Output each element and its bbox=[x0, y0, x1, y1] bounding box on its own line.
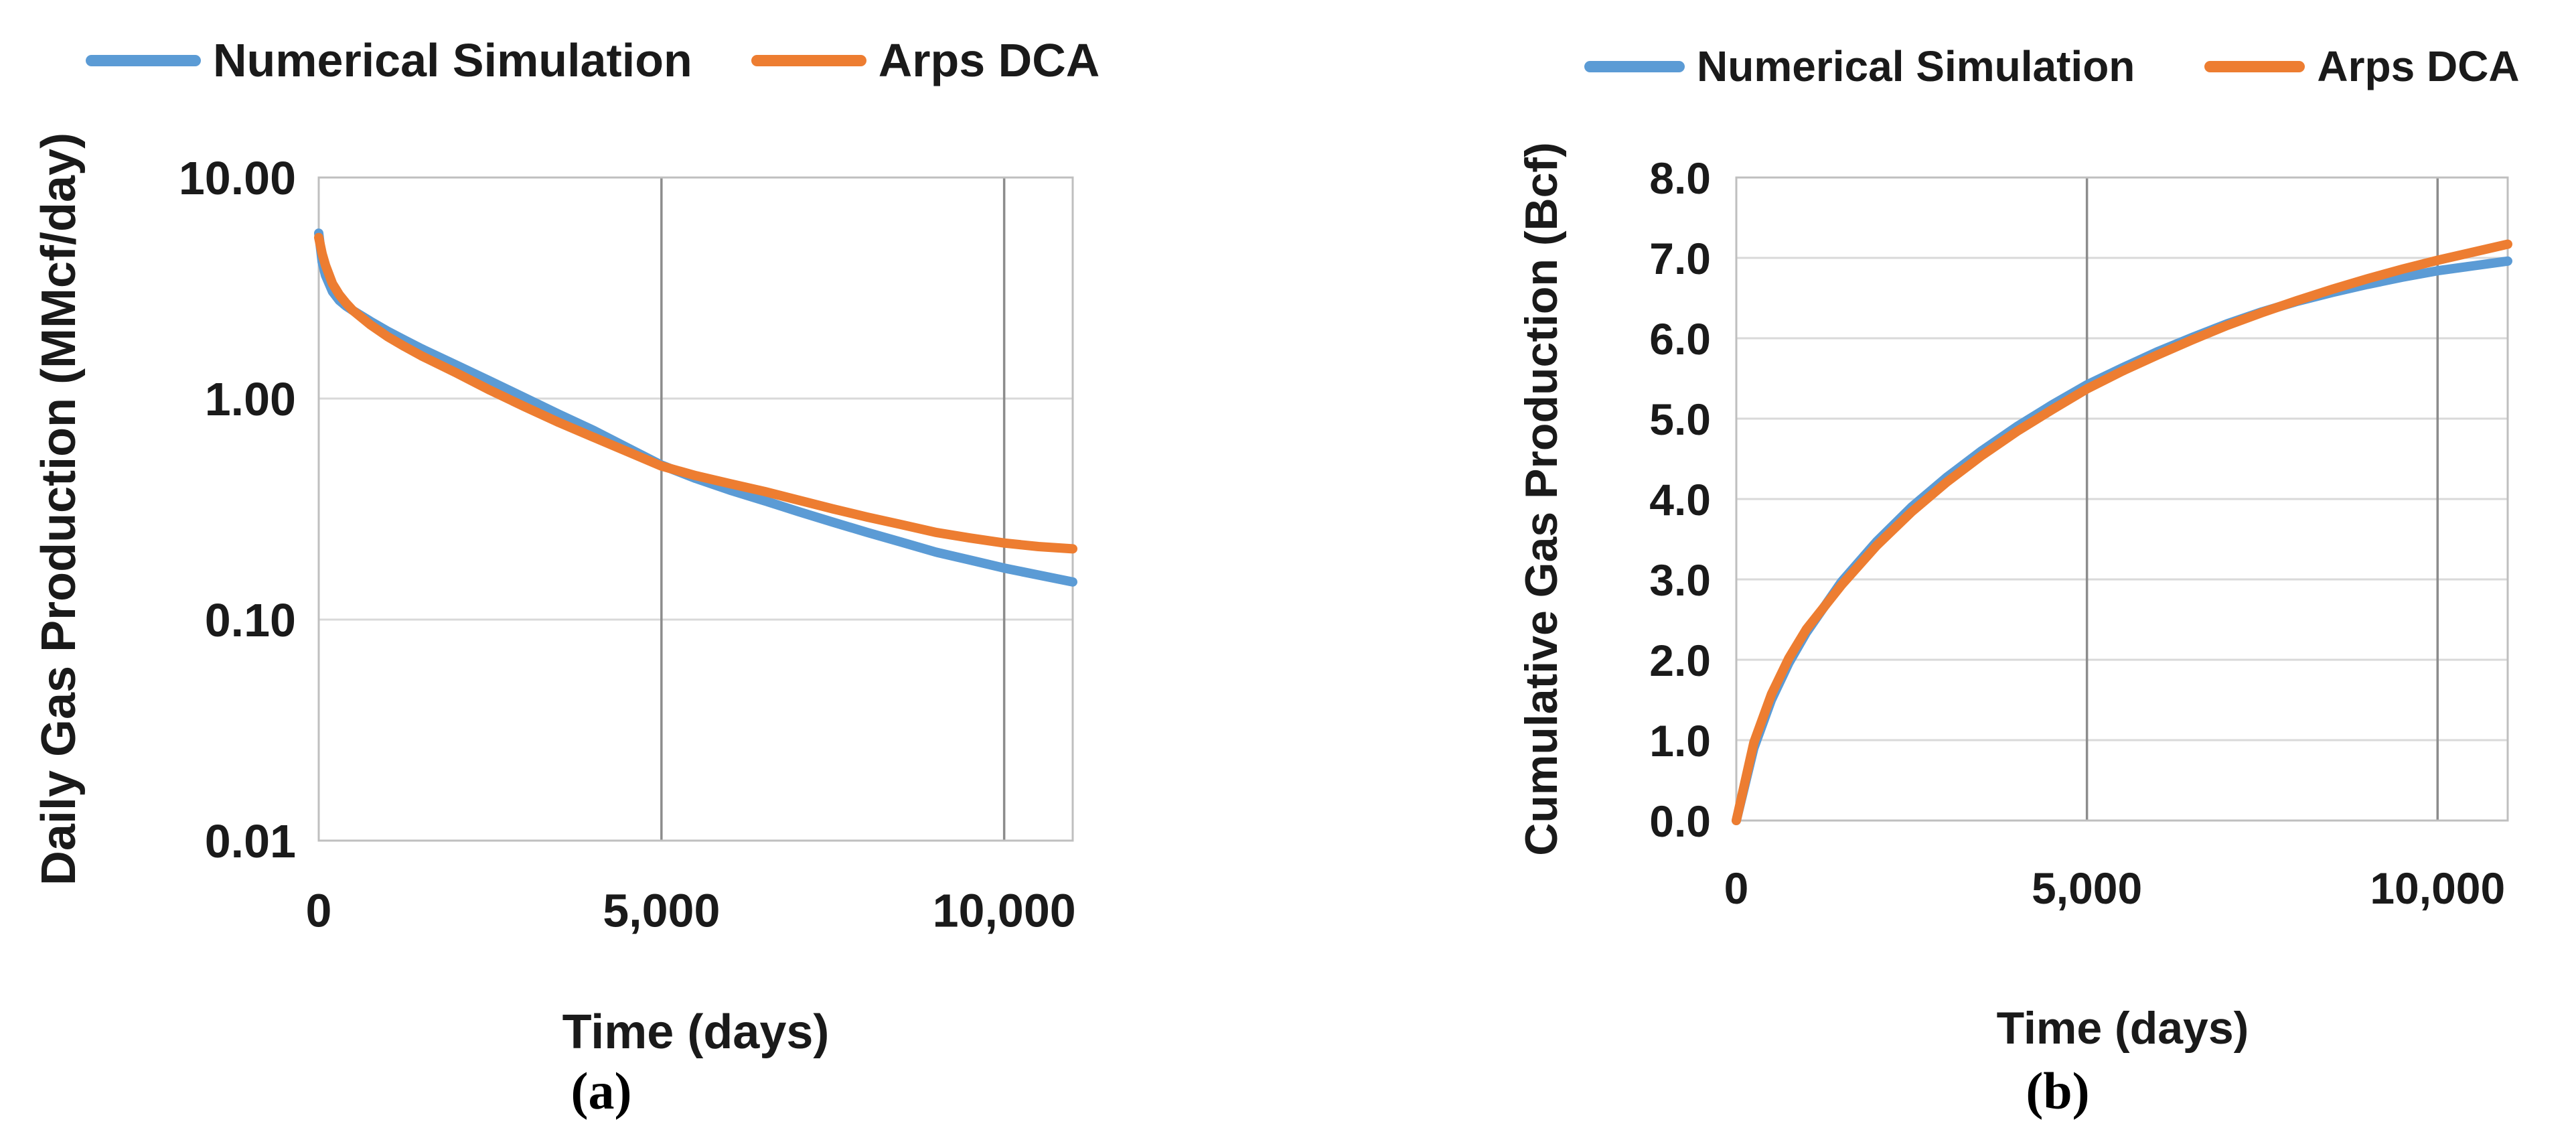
legend-label-arps-dca: Arps DCA bbox=[878, 34, 1100, 86]
x-axis-title-a: Time (days) bbox=[562, 1005, 830, 1059]
y-tick-label: 4.0 bbox=[1649, 475, 1711, 524]
series-line-numerical-simulation bbox=[314, 228, 1077, 587]
x-axis-title-b: Time (days) bbox=[1996, 1003, 2249, 1054]
y-axis-title-b: Cumulative Gas Production (Bcf) bbox=[1516, 142, 1567, 856]
legend-swatch-arps-dca bbox=[2204, 60, 2305, 72]
y-tick-label: 1.00 bbox=[205, 373, 296, 425]
x-tick-label: 10,000 bbox=[933, 884, 1076, 936]
x-tick-label: 0 bbox=[1724, 863, 1749, 913]
y-tick-label: 0.0 bbox=[1649, 796, 1711, 846]
legend-a: Numerical Simulation Arps DCA bbox=[86, 33, 1100, 87]
y-tick-label: 7.0 bbox=[1649, 234, 1711, 283]
y-tick-label: 1.0 bbox=[1649, 716, 1711, 766]
x-tick-label: 5,000 bbox=[603, 884, 720, 936]
plot-border bbox=[1735, 176, 2509, 822]
y-tick-label: 5.0 bbox=[1649, 395, 1711, 444]
x-tick-label: 0 bbox=[306, 884, 332, 936]
plot-border bbox=[317, 176, 1074, 842]
series-line-numerical-simulation bbox=[1732, 256, 2512, 825]
series-line-arps-dca bbox=[1732, 239, 2512, 825]
legend-swatch-numerical-simulation bbox=[1584, 60, 1685, 72]
y-tick-label: 8.0 bbox=[1649, 153, 1711, 203]
y-tick-label: 0.01 bbox=[205, 815, 296, 867]
x-tick-label: 5,000 bbox=[2032, 863, 2142, 913]
legend-swatch-numerical-simulation bbox=[86, 54, 201, 66]
legend-label-arps-dca: Arps DCA bbox=[2317, 42, 2520, 90]
legend-swatch-arps-dca bbox=[751, 54, 866, 66]
y-tick-label: 6.0 bbox=[1649, 314, 1711, 364]
y-tick-label: 10.00 bbox=[179, 152, 296, 204]
series-line-arps-dca bbox=[314, 232, 1077, 554]
caption-b: (b) bbox=[2026, 1062, 2090, 1120]
y-axis-title-a: Daily Gas Production (MMcf/day) bbox=[32, 132, 86, 886]
x-tick-label: 10,000 bbox=[2370, 863, 2505, 913]
legend-label-numerical-simulation: Numerical Simulation bbox=[213, 34, 692, 86]
y-tick-label: 2.0 bbox=[1649, 636, 1711, 685]
legend-b: Numerical Simulation Arps DCA bbox=[1584, 42, 2520, 91]
legend-label-numerical-simulation: Numerical Simulation bbox=[1697, 42, 2135, 90]
caption-a: (a) bbox=[571, 1062, 632, 1120]
y-tick-label: 0.10 bbox=[205, 594, 296, 646]
y-tick-label: 3.0 bbox=[1649, 555, 1711, 605]
